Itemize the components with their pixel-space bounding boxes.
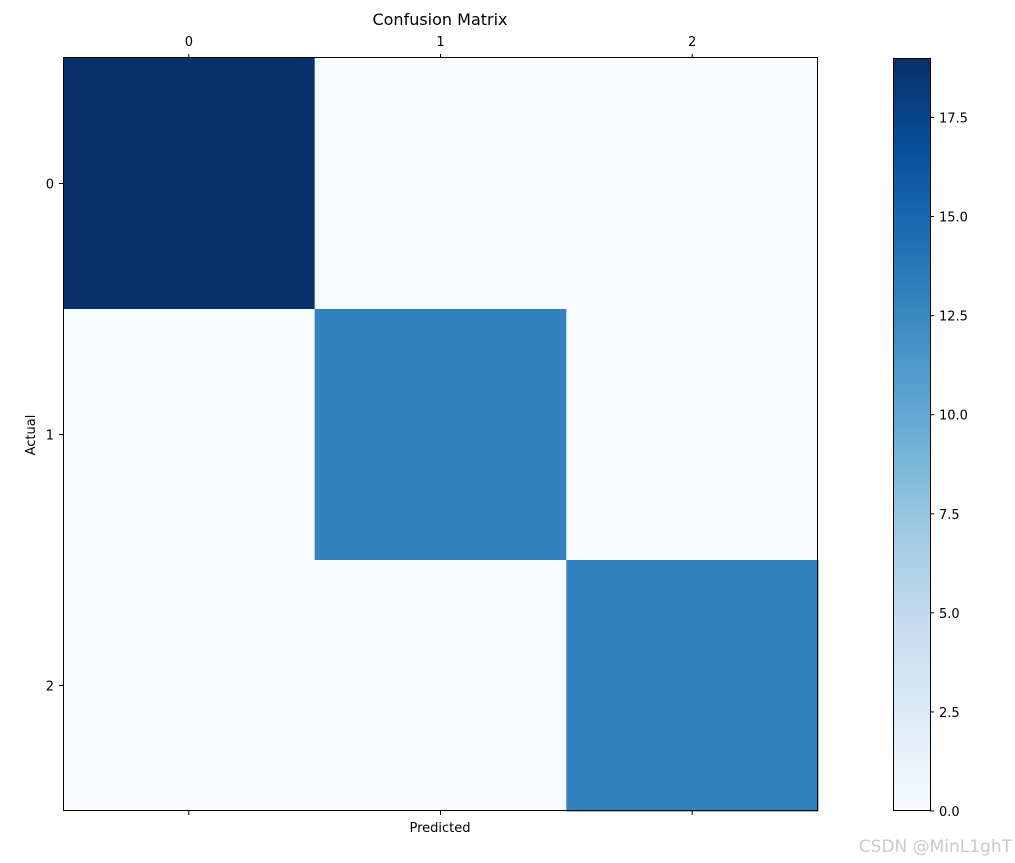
heatmap-cell [314,309,567,561]
colorbar-tick-label: 15.0 [939,211,968,226]
x-tick-label: 0 [185,35,193,50]
x-tick-label: 2 [688,35,696,50]
x-tick-label: 1 [436,35,444,50]
heatmap-cell [63,560,316,812]
y-tick-label: 0 [46,178,54,193]
x-axis-ticks: 0 1 2 [185,35,696,815]
chart-title: Confusion Matrix [372,10,507,29]
y-tick-label: 2 [46,680,54,695]
heatmap-cells [63,58,819,812]
colorbar-tick-label: 2.5 [939,706,960,721]
heatmap-cell [566,560,819,812]
colorbar-tick-label: 5.0 [939,607,960,622]
watermark: CSDN @MinL1ghT [859,837,1013,857]
heatmap-cell [63,309,316,561]
colorbar-tick-label: 12.5 [939,310,968,325]
colorbar-tick-label: 7.5 [939,508,960,523]
heatmap-cell [566,309,819,561]
colorbar-tick-label: 17.5 [939,111,968,126]
colorbar-tick-label: 10.0 [939,409,968,424]
heatmap-cell [314,560,567,812]
y-axis-label: Actual [24,415,39,456]
x-axis-label: Predicted [409,821,470,836]
heatmap-cell [63,58,316,310]
colorbar-ticks: 0.0 2.5 5.0 7.5 10.0 12.5 15.0 17.5 [930,111,968,820]
colorbar [893,58,930,811]
y-axis-ticks: 0 1 2 [46,178,63,695]
colorbar-frame [893,58,931,811]
colorbar-tick-label: 0.0 [939,805,960,820]
y-tick-label: 1 [46,429,54,444]
heatmap-cell [566,58,819,310]
heatmap-cell [314,58,567,310]
